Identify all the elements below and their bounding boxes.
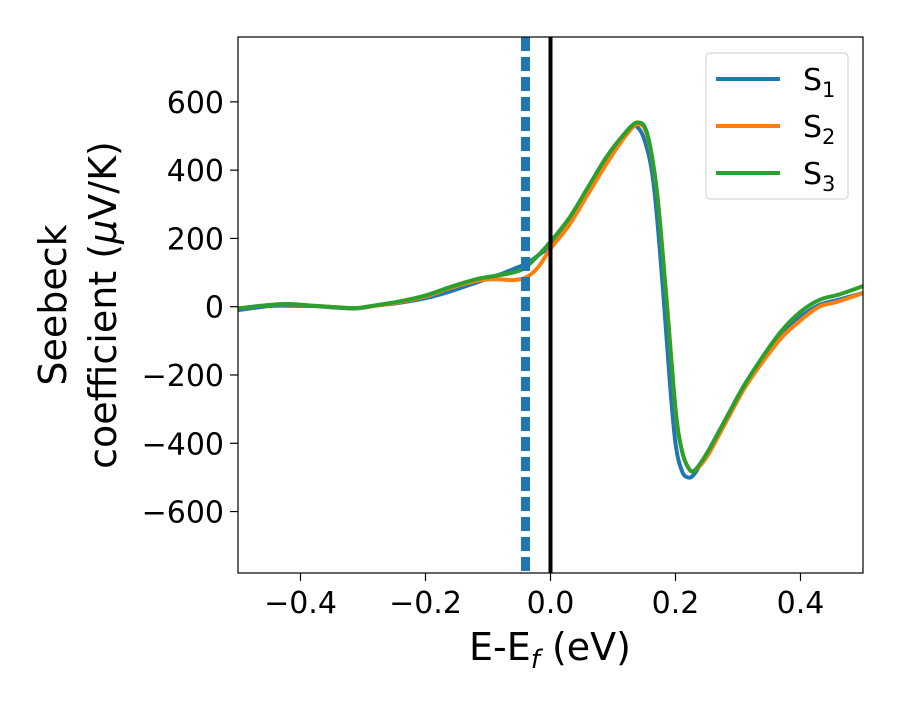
x-tick-label: 0.0 bbox=[527, 586, 575, 621]
plot-area bbox=[238, 37, 863, 573]
y-tick-label: −400 bbox=[142, 427, 224, 462]
y-tick-label: 200 bbox=[167, 222, 224, 257]
x-tick-label: −0.2 bbox=[389, 586, 462, 621]
legend-label-3: S3 bbox=[803, 157, 835, 196]
legend: S1 S2 S3 bbox=[705, 52, 849, 200]
x-axis-label: E-Ef (eV) bbox=[469, 625, 631, 675]
y-tick-label: −600 bbox=[142, 496, 224, 531]
x-tick-label: −0.4 bbox=[264, 586, 337, 621]
x-tick-label: 0.4 bbox=[777, 586, 825, 621]
y-axis-label-line2: coefficient (μV/K) bbox=[81, 141, 125, 469]
y-axis-label-line1: Seebeck bbox=[31, 224, 75, 385]
y-tick-label: −200 bbox=[142, 359, 224, 394]
x-tick-label: 0.2 bbox=[652, 586, 700, 621]
legend-label-2: S2 bbox=[803, 110, 835, 149]
y-axis: −600 −400 −200 0 200 400 600 bbox=[142, 86, 238, 531]
y-tick-label: 600 bbox=[167, 86, 224, 121]
y-tick-label: 0 bbox=[205, 291, 224, 326]
y-axis-label: Seebeck coefficient (μV/K) bbox=[31, 141, 125, 469]
y-tick-label: 400 bbox=[167, 154, 224, 189]
series-line-3 bbox=[238, 120, 863, 474]
legend-label-1: S1 bbox=[803, 63, 835, 102]
x-axis: −0.4 −0.2 0.0 0.2 0.4 bbox=[264, 573, 824, 621]
